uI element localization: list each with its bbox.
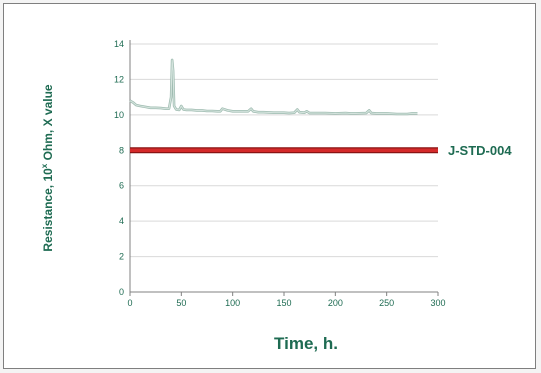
y-axis-label: Resistance, 10x Ohm, X value [40, 84, 55, 252]
y-tick-label: 10 [114, 110, 124, 120]
x-axis-label: Time, h. [274, 334, 338, 353]
threshold-label: J-STD-004 [448, 143, 512, 158]
labels: Resistance, 10x Ohm, X value Time, h. J-… [40, 84, 512, 353]
y-tick-label: 2 [119, 252, 124, 262]
gridlines [130, 43, 438, 258]
x-tick-label: 250 [379, 298, 394, 308]
y-tick-label: 12 [114, 74, 124, 84]
x-tick-label: 100 [225, 298, 240, 308]
y-tick-label: 0 [119, 287, 124, 297]
y-tick-label: 8 [119, 145, 124, 155]
series-layer [129, 58, 438, 154]
y-tick-label: 6 [119, 181, 124, 191]
resistance-series-highlight [129, 59, 418, 115]
x-tick-label: 300 [430, 298, 445, 308]
x-tick-label: 50 [176, 298, 186, 308]
y-tick-label: 14 [114, 39, 124, 49]
x-tick-label: 200 [328, 298, 343, 308]
axes [129, 40, 439, 296]
tick-labels: 0 2 4 6 8 10 12 14 0 50 100 150 200 250 300 [114, 39, 446, 308]
y-tick-label: 4 [119, 216, 124, 226]
x-tick-label: 150 [276, 298, 291, 308]
x-tick-label: 0 [127, 298, 132, 308]
